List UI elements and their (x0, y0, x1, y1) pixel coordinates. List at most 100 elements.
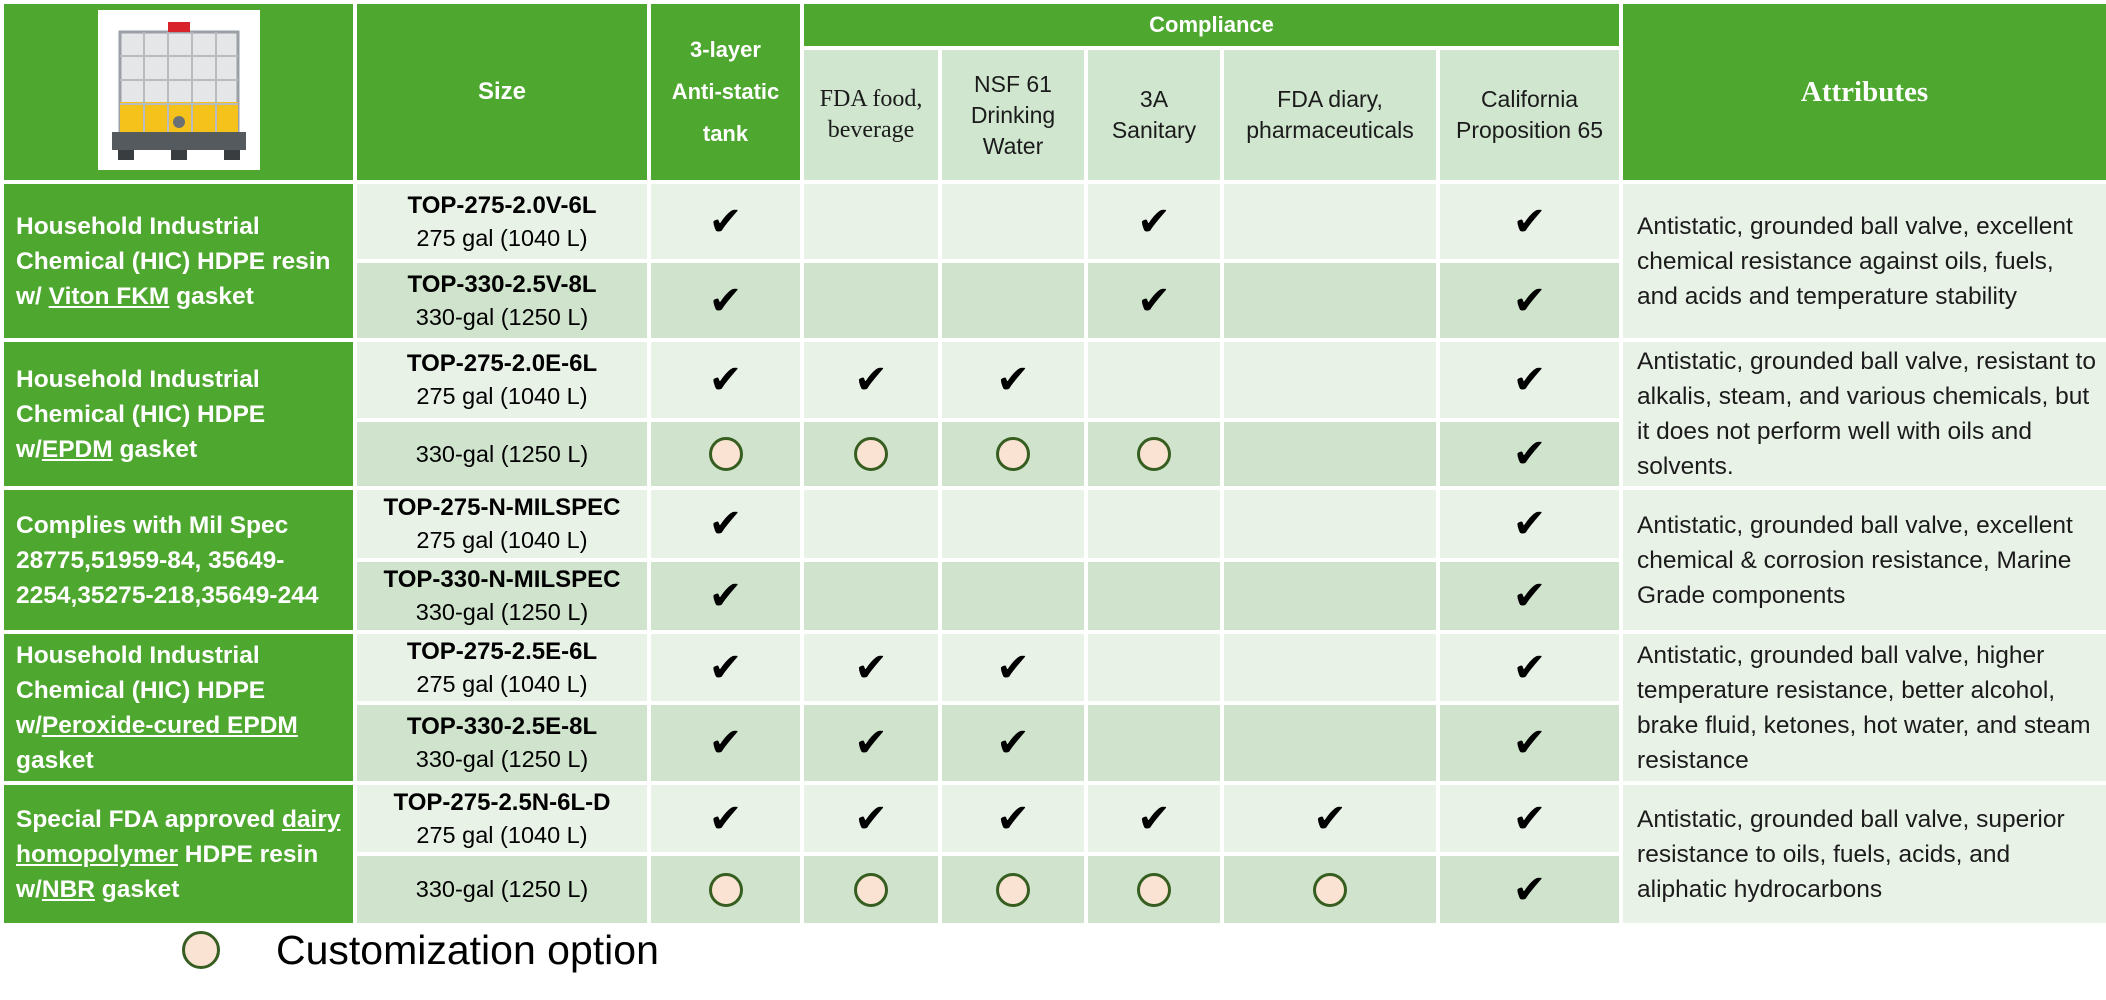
nsf61-cell (938, 558, 1088, 634)
capacity: 330-gal (1250 L) (415, 746, 589, 772)
group-name-part: NBR (41, 875, 95, 903)
size-cell: TOP-275-2.0E-6L 275 gal (1040 L) (353, 338, 651, 422)
nsf61-header: NSF 61 Drinking Water (938, 46, 1088, 184)
fda-dairy-cell (1220, 701, 1440, 785)
capacity: 275 gal (1040 L) (416, 670, 588, 697)
checkmark-icon: ✔ (708, 644, 743, 691)
nsf61-header-line1: NSF 61 (974, 70, 1052, 97)
group-name-part: HDPE resin w/ (16, 840, 319, 903)
nsf61-cell (938, 418, 1088, 490)
attributes-header: Attributes (1619, 0, 2106, 184)
checkmark-icon: ✔ (996, 644, 1030, 691)
table-row: Special FDA approved dairy homopolymer H… (0, 781, 2106, 927)
anti-static-header-line3: tank (702, 121, 749, 146)
attributes-cell: Antistatic, grounded ball valve, higher … (1619, 630, 2106, 785)
size-cell: 330-gal (1250 L) (353, 852, 651, 927)
fda-food-header-line2: beverage (827, 117, 915, 143)
checkmark-icon: ✔ (1512, 431, 1547, 477)
legend-label: Customization option (276, 926, 659, 973)
fda-dairy-header-line2: pharmaceuticals (1246, 117, 1414, 143)
ca-prop65-cell: ✔ (1435, 180, 1624, 263)
checkmark-icon: ✔ (854, 357, 888, 403)
nsf61-header-line3: Water (982, 132, 1044, 159)
anti-static-cell: ✔ (647, 558, 804, 634)
fda-food-cell (800, 852, 942, 927)
checkmark-icon: ✔ (996, 795, 1030, 842)
fda-dairy-header-line1: FDA diary, (1277, 86, 1383, 112)
group-name-part: Viton FKM (48, 282, 170, 310)
ca-prop65-cell: ✔ (1435, 701, 1624, 785)
nsf61-cell (938, 852, 1088, 927)
model-code: TOP-330-2.5E-8L (406, 713, 598, 740)
model-code: TOP-330-N-MILSPEC (383, 566, 621, 593)
ca-prop65-header: California Proposition 65 (1435, 46, 1624, 184)
group-name-part: gasket (16, 746, 94, 774)
fda-food-cell (800, 486, 942, 562)
checkmark-icon: ✔ (1512, 866, 1547, 913)
fda-dairy-cell (1220, 418, 1440, 490)
model-code: TOP-275-2.5E-6L (406, 637, 598, 665)
checkmark-icon: ✔ (854, 644, 888, 691)
checkmark-icon: ✔ (1137, 198, 1171, 245)
size-cell: TOP-330-N-MILSPEC 330-gal (1250 L) (353, 558, 651, 634)
checkmark-icon: ✔ (1313, 795, 1347, 842)
anti-static-cell (647, 852, 804, 927)
group-name: Complies with Mil Spec 28775,51959-84, 3… (0, 486, 357, 634)
group-name: Household Industrial Chemical (HIC) HDPE… (0, 630, 357, 785)
capacity: 330-gal (1250 L) (415, 303, 589, 330)
group-name-part: gasket (94, 875, 180, 903)
fda-dairy-cell (1220, 486, 1440, 562)
3a-sanitary-cell: ✔ (1084, 180, 1224, 263)
group-name-part: dairy homopolymer (16, 805, 341, 868)
anti-static-cell: ✔ (647, 338, 804, 422)
checkmark-icon: ✔ (708, 198, 743, 245)
capacity: 330-gal (1250 L) (415, 599, 589, 625)
customization-option-icon (996, 872, 1030, 907)
nsf61-cell: ✔ (938, 630, 1088, 705)
table-row: 330-gal (1250 L) ✔ (2, 852, 2106, 927)
3a-header-line2: Sanitary (1111, 117, 1197, 143)
checkmark-icon: ✔ (1512, 198, 1547, 245)
anti-static-cell (647, 418, 804, 490)
anti-static-cell: ✔ (647, 630, 804, 705)
table-row: TOP-330-N-MILSPEC 330-gal (1250 L) ✔ ✔ (2, 558, 2106, 634)
ca65-header-line1: California (1480, 86, 1579, 112)
table-row: 330-gal (1250 L) ✔ (2, 418, 2106, 490)
fda-food-cell (800, 259, 942, 342)
model-code: TOP-275-2.0V-6L (407, 191, 597, 219)
3a-sanitary-cell: ✔ (1084, 259, 1224, 342)
compliance-header: Compliance (799, 0, 1624, 50)
attributes-cell: Antistatic, grounded ball valve, excelle… (1619, 486, 2106, 634)
anti-static-cell: ✔ (647, 259, 804, 342)
capacity: 275 gal (1040 L) (416, 383, 588, 409)
nsf61-header-line2: Drinking (970, 101, 1056, 128)
fda-food-cell: ✔ (800, 338, 942, 422)
capacity: 330-gal (1250 L) (415, 440, 589, 467)
anti-static-cell: ✔ (647, 701, 804, 785)
group-name-part: Peroxide-cured EPDM (41, 711, 298, 739)
3a-sanitary-cell (1084, 630, 1224, 705)
ca-prop65-cell: ✔ (1435, 852, 1624, 927)
ca-prop65-cell: ✔ (1435, 486, 1624, 562)
model-code: TOP-275-2.0E-6L (406, 350, 598, 377)
3a-header-line1: 3A (1139, 86, 1169, 112)
size-cell: TOP-330-2.5E-8L 330-gal (1250 L) (353, 701, 651, 785)
group-name-part: EPDM (41, 435, 113, 463)
capacity: 330-gal (1250 L) (415, 876, 589, 902)
checkmark-icon: ✔ (708, 573, 743, 619)
size-cell: TOP-330-2.5V-8L 330-gal (1250 L) (353, 259, 651, 342)
fda-food-cell: ✔ (800, 781, 942, 856)
compliance-table-sheet: Size 3-layer Anti-static tank Compliance… (0, 0, 2106, 973)
group-name-part: Special FDA approved (16, 805, 282, 833)
ca-prop65-cell: ✔ (1435, 630, 1624, 705)
ca-prop65-cell: ✔ (1435, 418, 1624, 490)
anti-static-cell: ✔ (647, 486, 804, 562)
fda-food-cell (800, 418, 942, 490)
attributes-cell: Antistatic, grounded ball valve, superio… (1619, 781, 2106, 927)
model-code: TOP-275-2.5N-6L-D (393, 788, 611, 816)
table-row: Household Industrial Chemical (HIC) HDPE… (0, 630, 2106, 785)
checkmark-icon: ✔ (708, 720, 743, 766)
fda-dairy-cell (1220, 338, 1440, 422)
customization-option-icon (1313, 872, 1347, 907)
checkmark-icon: ✔ (1512, 795, 1547, 842)
